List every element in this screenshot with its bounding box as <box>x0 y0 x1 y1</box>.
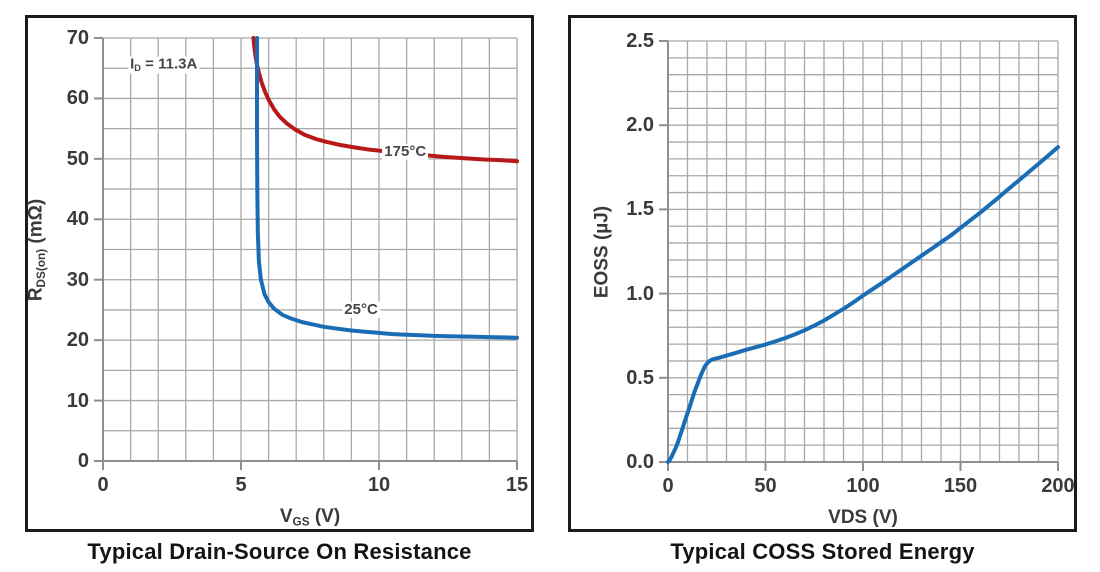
x-tick-label: 10 <box>367 474 391 496</box>
coss-chart: 0 50 100 150 200 0.0 0.5 1.0 1.5 2.0 2.5 VDS (V) EOS… <box>571 18 1075 529</box>
x-axis-label: VDS (V) <box>828 508 898 527</box>
y-tick-label: 60 <box>66 87 89 110</box>
label-subscript: DS(on) <box>34 248 48 287</box>
x-tick-label: 0 <box>662 475 674 497</box>
y-tick-label: 0.5 <box>626 366 654 389</box>
axis-lines <box>94 37 518 470</box>
label-subscript: GS <box>292 515 310 529</box>
curve-25-c <box>255 36 519 340</box>
y-tick-label: 50 <box>66 147 89 170</box>
chart-title-coss: Typical COSS Stored Energy <box>670 539 975 564</box>
rdson-chart: 0 5 10 15 0 10 20 30 40 50 60 70 VGS (V) RDS(on) (mΩ)… <box>25 18 531 529</box>
chart-panel-coss: 0 50 100 150 200 0.0 0.5 1.0 1.5 2.0 2.5 VDS (V) EOS… <box>568 15 1077 532</box>
series-group <box>666 145 1060 464</box>
label-text: EOSS (µJ) <box>591 205 613 298</box>
x-tick-label: 200 <box>1041 475 1075 497</box>
y-tick-label: 0 <box>77 450 89 472</box>
label-text: VDS (V) <box>828 507 898 528</box>
x-tick-label: 0 <box>97 474 109 496</box>
y-axis-label: EOSS (µJ) <box>591 205 613 298</box>
series-group <box>251 36 519 340</box>
label-text: R <box>25 286 47 301</box>
curve-eoss <box>666 145 1060 464</box>
label-subscript: D <box>134 63 142 74</box>
y-tick-label: 0.0 <box>626 451 654 473</box>
grid-lines <box>667 40 1059 463</box>
typical-coss-stored-energy-svg <box>659 40 1060 471</box>
chart-title-rdson: Typical Drain-Source On Resistance <box>87 539 472 564</box>
y-tick-label: 20 <box>66 329 89 352</box>
y-tick-label: 30 <box>66 268 89 291</box>
label-text: 25°C <box>344 300 378 318</box>
label-text: 175°C <box>384 142 427 160</box>
y-tick-label: 70 <box>66 27 89 49</box>
curve-annotation: ID = 11.3A <box>128 55 200 74</box>
label-text: (V) <box>309 506 341 527</box>
y-tick-label: 40 <box>66 208 89 231</box>
label-text: (mΩ) <box>25 198 47 249</box>
x-tick-label: 50 <box>754 475 777 497</box>
y-tick-label: 1.0 <box>626 282 654 305</box>
y-tick-label: 2.0 <box>626 114 654 137</box>
curve-annotation: 25°C <box>342 300 380 319</box>
typical-drain-source-on-resistance-svg <box>94 36 519 470</box>
y-tick-label: 1.5 <box>626 198 654 221</box>
axis-lines <box>659 40 1059 471</box>
curve-annotation: 175°C <box>382 142 429 160</box>
label-text: V <box>279 506 293 527</box>
label-text: = 11.3A <box>141 55 198 73</box>
label-text: I <box>130 55 135 73</box>
y-tick-label: 10 <box>66 389 89 412</box>
y-tick-label: 2.5 <box>626 30 654 52</box>
grid-lines <box>102 37 518 462</box>
chart-panel-rdson: 0 5 10 15 0 10 20 30 40 50 60 70 VGS (V) RDS(on) (mΩ)… <box>25 15 534 532</box>
x-tick-label: 5 <box>235 474 247 496</box>
curve-175-c <box>251 36 519 164</box>
x-tick-label: 150 <box>943 475 978 497</box>
x-tick-label: 100 <box>846 475 880 497</box>
y-axis-label: RDS(on) (mΩ) <box>25 198 48 301</box>
x-tick-label: 15 <box>505 474 529 496</box>
x-axis-label: VGS (V) <box>280 507 340 528</box>
